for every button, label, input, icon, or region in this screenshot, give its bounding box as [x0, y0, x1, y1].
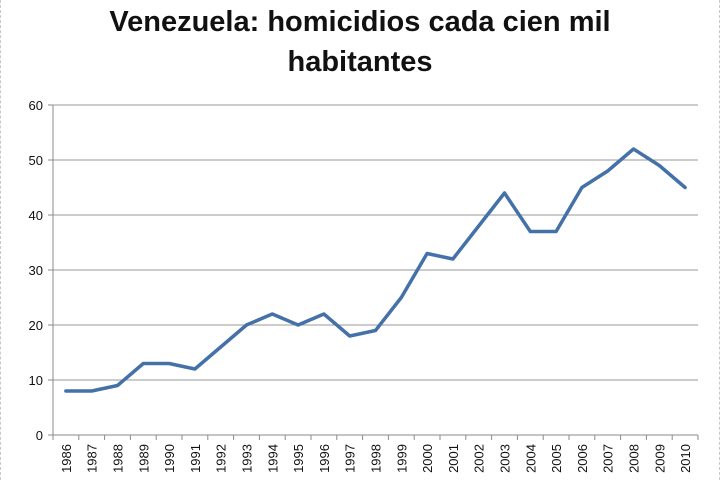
data-point [141, 362, 145, 365]
data-point [219, 345, 223, 349]
y-tick-label: 30 [29, 263, 43, 278]
x-tick-label: 2007 [601, 444, 616, 473]
y-tick-label: 10 [29, 373, 43, 388]
data-point [399, 296, 403, 299]
data-point [683, 186, 687, 189]
gridlines [53, 104, 698, 381]
x-tick-label: 2009 [652, 444, 667, 473]
x-tick-label: 2000 [420, 444, 435, 473]
data-point [167, 362, 171, 365]
data-point [193, 367, 197, 371]
x-tick-label: 2010 [678, 444, 693, 473]
x-tick-label: 1999 [394, 444, 409, 473]
data-point [90, 389, 94, 393]
data-point [632, 147, 635, 151]
y-tick-label: 20 [29, 318, 43, 333]
data-point [657, 164, 661, 167]
data-point [296, 323, 300, 327]
y-tick-label: 50 [29, 153, 43, 168]
x-tick-label: 2005 [549, 444, 564, 473]
x-tick-label: 1993 [240, 444, 255, 473]
chart-title-line-2: habitantes [287, 46, 433, 78]
data-point [451, 257, 455, 261]
data-point [425, 252, 429, 255]
x-tick-label: 1988 [111, 444, 126, 473]
x-tick-label: 1987 [85, 444, 100, 473]
y-tick-labels: 0 10 20 30 40 50 60 [29, 98, 43, 443]
data-point [245, 323, 248, 327]
x-tick-label: 1992 [214, 444, 229, 473]
x-tick-label: 2008 [627, 444, 642, 473]
data-point [116, 384, 119, 387]
x-tick-label: 1986 [59, 444, 74, 473]
y-tick-label: 40 [29, 208, 43, 223]
x-tick-label: 2006 [575, 444, 590, 473]
y-tick-label: 60 [29, 98, 43, 113]
x-tick-label: 1995 [291, 444, 306, 473]
x-tick-label: 2004 [523, 444, 538, 473]
data-point [270, 312, 274, 316]
data-point [606, 169, 610, 173]
y-tick-label: 0 [36, 428, 43, 443]
series-group [64, 147, 687, 393]
data-point [580, 186, 584, 189]
data-point [477, 224, 481, 228]
data-point [554, 230, 558, 233]
axes [48, 104, 699, 440]
x-tick-label: 1994 [265, 444, 280, 473]
data-point [374, 329, 377, 332]
data-point [503, 191, 506, 195]
x-tick-label: 1997 [343, 444, 358, 473]
data-point [348, 334, 352, 338]
data-point [528, 230, 532, 233]
x-tick-label: 1989 [136, 444, 151, 473]
x-tick-label: 1998 [369, 444, 384, 473]
chart-title: Venezuela: homicidios cada cien mil habi… [0, 2, 720, 82]
x-tick-label: 2001 [446, 444, 461, 473]
x-tick-label: 1996 [317, 444, 332, 473]
data-point [322, 312, 326, 316]
x-tick-label: 1990 [162, 444, 177, 473]
x-tick-label: 1991 [188, 444, 203, 473]
x-tick-labels: 1986 1987 1988 1989 1990 1991 1992 1993 1994 1995… [59, 444, 693, 473]
data-point [64, 389, 68, 393]
chart-title-line-1: Venezuela: homicidios cada cien mil [109, 6, 611, 38]
x-tick-label: 2003 [498, 444, 513, 473]
x-tick-label: 2002 [472, 444, 487, 473]
